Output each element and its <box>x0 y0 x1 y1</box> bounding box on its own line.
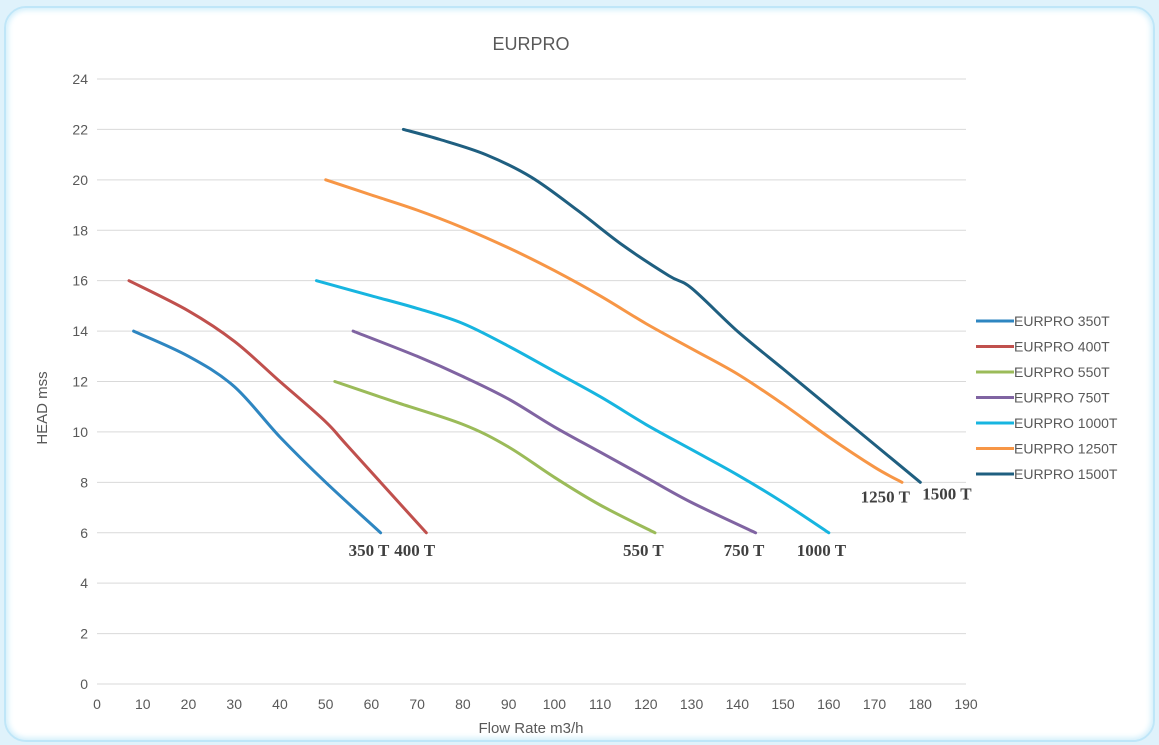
x-tick-label: 0 <box>93 696 101 712</box>
y-tick-label: 10 <box>72 424 88 440</box>
y-tick-label: 24 <box>72 71 88 87</box>
y-tick-label: 16 <box>72 273 88 289</box>
series-end-label: 350 T <box>349 541 390 560</box>
x-tick-label: 190 <box>954 696 978 712</box>
x-tick-label: 120 <box>634 696 658 712</box>
chart-title: EURPRO <box>492 34 569 54</box>
series-end-label: 1000 T <box>797 541 847 560</box>
x-axis-title: Flow Rate m3/h <box>478 720 583 737</box>
x-tick-label: 150 <box>771 696 795 712</box>
x-tick-label: 30 <box>226 696 242 712</box>
y-tick-label: 2 <box>80 626 88 642</box>
y-tick-label: 20 <box>72 172 88 188</box>
x-tick-label: 90 <box>501 696 517 712</box>
x-tick-label: 110 <box>589 696 612 712</box>
series-end-label: 750 T <box>724 541 765 560</box>
series-line <box>401 127 922 484</box>
y-tick-label: 4 <box>80 575 88 591</box>
y-tick-label: 14 <box>72 323 88 339</box>
y-tick-label: 6 <box>80 525 88 541</box>
series-line <box>351 329 758 535</box>
x-tick-label: 180 <box>909 696 933 712</box>
series-line <box>333 380 657 535</box>
series-line <box>127 279 428 535</box>
x-tick-label: 50 <box>318 696 334 712</box>
y-tick-label: 18 <box>72 222 88 238</box>
series-line <box>324 178 904 484</box>
legend-label: EURPRO 1000T <box>1014 415 1118 431</box>
legend-label: EURPRO 1500T <box>1014 466 1118 482</box>
series-line <box>132 329 383 535</box>
series-end-label: 1250 T <box>861 487 911 506</box>
y-tick-label: 22 <box>72 121 88 137</box>
x-tick-label: 70 <box>409 696 425 712</box>
legend-label: EURPRO 1250T <box>1014 441 1118 457</box>
series-line <box>315 279 831 535</box>
x-tick-label: 170 <box>863 696 887 712</box>
x-tick-label: 60 <box>364 696 380 712</box>
legend-label: EURPRO 350T <box>1014 313 1110 329</box>
series-end-label: 400 T <box>394 541 435 560</box>
y-tick-label: 12 <box>72 374 88 390</box>
x-tick-label: 130 <box>680 696 704 712</box>
chart-frame <box>4 6 1155 742</box>
series-end-label: 1500 T <box>922 484 972 503</box>
y-tick-label: 0 <box>80 676 88 692</box>
x-tick-labels: 0 10 20 30 40 50 60 70 80 90 100 110 120 130 140 150 160… <box>93 696 978 712</box>
x-tick-label: 140 <box>726 696 750 712</box>
series-lines <box>127 127 922 535</box>
y-tick-label: 8 <box>80 474 88 490</box>
y-axis-title: HEAD mss <box>34 371 51 444</box>
x-tick-label: 40 <box>272 696 288 712</box>
series-end-labels: 350 T 400 T 550 T 750 T 1000 T 1250 T 1500 T <box>349 484 973 559</box>
legend-label: EURPRO 750T <box>1014 390 1110 406</box>
x-tick-label: 20 <box>181 696 197 712</box>
legend-label: EURPRO 550T <box>1014 364 1110 380</box>
x-tick-label: 10 <box>135 696 151 712</box>
x-tick-label: 160 <box>817 696 841 712</box>
x-tick-label: 100 <box>543 696 567 712</box>
legend: EURPRO 350T EURPRO 400T EURPRO 550T EURPRO … <box>976 313 1118 482</box>
series-end-label: 550 T <box>623 541 664 560</box>
legend-label: EURPRO 400T <box>1014 339 1110 355</box>
x-tick-label: 80 <box>455 696 471 712</box>
